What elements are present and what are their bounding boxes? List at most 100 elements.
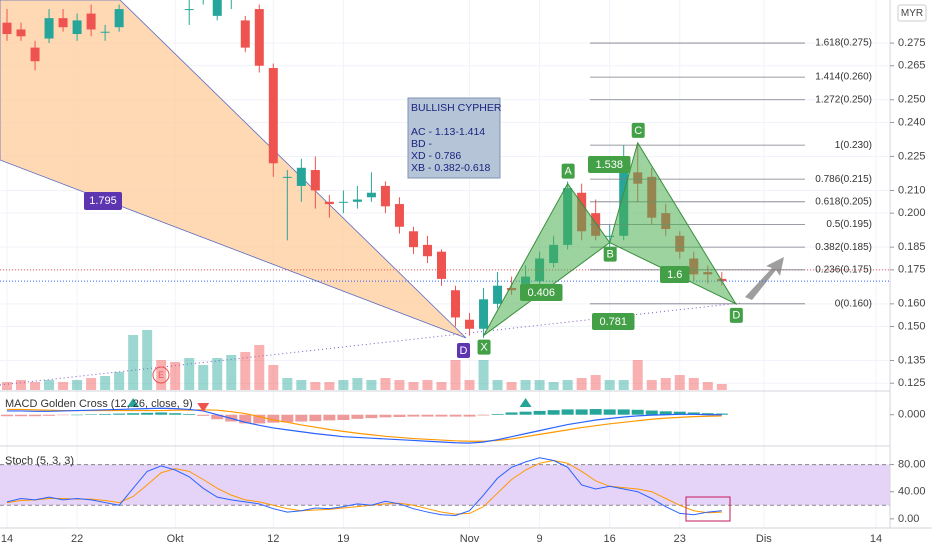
y-tick-label: 0.125 <box>898 377 926 389</box>
fib-label: 1.272(0.250) <box>815 94 872 105</box>
x-tick-label: 16 <box>604 533 616 545</box>
histogram-bar <box>379 414 392 418</box>
volume-bar <box>590 375 601 390</box>
ratio-box <box>588 156 631 173</box>
volume-bar <box>366 380 377 390</box>
histogram-bar <box>15 414 28 417</box>
x-tick-label: 19 <box>337 533 349 545</box>
cross-marker <box>197 403 210 412</box>
volume-bar <box>170 362 181 390</box>
cross-marker <box>519 398 532 407</box>
histogram-bar <box>393 414 406 417</box>
candle-body <box>114 9 124 28</box>
volume-bar <box>30 382 41 390</box>
macd-line <box>7 407 722 444</box>
y-tick-label: 0.150 <box>898 320 926 332</box>
candle-body <box>72 20 82 35</box>
histogram-bar <box>603 409 616 415</box>
histogram-bar <box>253 414 266 424</box>
volume-bar <box>548 382 559 390</box>
y-tick-label: 0.00 <box>898 513 919 525</box>
event-label: E <box>158 370 164 380</box>
histogram-bar <box>127 413 140 415</box>
volume-bar <box>660 378 671 390</box>
candle-body <box>2 22 12 35</box>
volume-bar <box>478 360 489 390</box>
histogram-bar <box>519 411 532 415</box>
x-tick-label: 14 <box>1 533 13 545</box>
candle-body <box>212 0 222 16</box>
volume-bar <box>436 382 447 390</box>
pattern-point-label: D <box>732 310 740 322</box>
pattern-point-label: X <box>480 341 488 353</box>
candle-body <box>605 235 615 237</box>
x-tick-label: 23 <box>674 533 686 545</box>
volume-bar <box>380 378 391 390</box>
histogram-bar <box>659 411 672 415</box>
volume-bar <box>184 358 195 390</box>
volume-bar <box>198 365 209 390</box>
histogram-bar <box>141 412 154 415</box>
ratio-box <box>520 284 563 301</box>
histogram-bar <box>435 414 448 417</box>
histogram-bar <box>211 414 224 420</box>
volume-bar <box>310 382 321 390</box>
pattern-point-box <box>457 343 470 358</box>
pattern-point-box <box>603 246 617 262</box>
histogram-bar <box>645 410 658 415</box>
x-tick-label: Dis <box>756 533 772 545</box>
volume-bar <box>646 380 657 390</box>
info-line: XB - 0.382-0.618 <box>411 162 491 174</box>
histogram-bar <box>463 414 476 417</box>
fib-label: 1.414(0.260) <box>815 72 872 83</box>
volume-bar <box>422 380 433 390</box>
volume-bar <box>688 378 699 390</box>
volume-bar <box>464 380 475 390</box>
d-line <box>6 459 722 515</box>
ratio-label: 0.781 <box>599 316 627 328</box>
histogram-bar <box>267 414 280 423</box>
signal-line <box>7 408 722 442</box>
y-tick-label: 0.265 <box>898 60 926 72</box>
candle-body <box>240 20 250 48</box>
volume-bar <box>520 380 531 390</box>
volume-bar <box>408 382 419 390</box>
k-line <box>6 457 722 516</box>
candle-body <box>451 290 461 318</box>
histogram-bar <box>183 413 196 415</box>
candle-body <box>16 29 26 37</box>
y-tick-label: 0.000 <box>898 409 926 421</box>
histogram-bar <box>365 414 378 419</box>
fib-label: 0.618(0.205) <box>815 196 872 207</box>
histogram-bar <box>533 410 546 415</box>
x-tick-label: Okt <box>167 533 184 545</box>
volume-bar <box>450 360 461 390</box>
candle-body <box>465 319 475 329</box>
volume-bar <box>16 380 27 390</box>
stoch-band <box>0 464 890 506</box>
candle-body <box>184 9 194 11</box>
volume-bar <box>618 380 629 390</box>
x-tick-label: 9 <box>537 533 543 545</box>
volume-bar <box>716 384 727 390</box>
pane-title: MACD Golden Cross (12, 26, close, 9) <box>5 398 193 410</box>
y-tick-label: 0.185 <box>898 241 926 253</box>
candle-body <box>380 185 390 207</box>
volume-bar <box>352 378 363 390</box>
volume-bar <box>338 380 349 390</box>
histogram-bar <box>407 414 420 417</box>
ratio-box <box>84 192 122 210</box>
histogram-bar <box>687 412 700 415</box>
histogram-bar <box>29 414 42 417</box>
histogram-bar <box>309 414 322 422</box>
candle-body <box>493 285 503 304</box>
histogram-bar <box>589 409 602 415</box>
candle-body <box>366 192 376 198</box>
volume-bar <box>324 382 335 390</box>
pattern-point-label: A <box>564 166 572 178</box>
histogram-bar <box>351 414 364 419</box>
volume-bar <box>632 360 643 390</box>
volume-bar <box>226 355 237 390</box>
histogram-bar <box>449 414 462 417</box>
histogram-bar <box>281 414 294 423</box>
